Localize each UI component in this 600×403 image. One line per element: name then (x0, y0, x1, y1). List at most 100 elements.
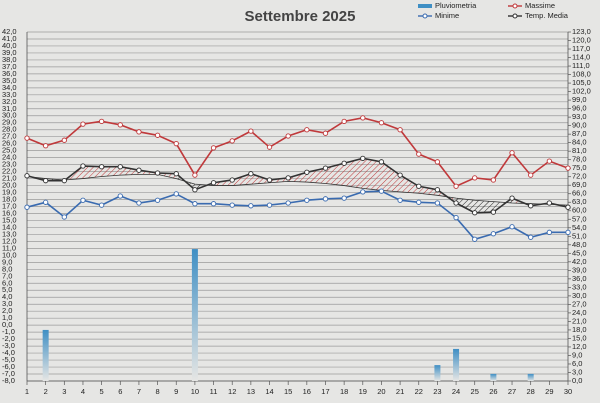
y-tick-label: -8,0 (2, 376, 15, 385)
x-tick-label: 27 (508, 387, 516, 396)
legend-label: Temp. Media (525, 11, 569, 20)
point (43, 199, 49, 205)
point (360, 155, 366, 161)
point (154, 197, 161, 203)
y-tick-label: 8,0 (2, 264, 12, 273)
y2-tick-label: 102,0 (572, 87, 591, 96)
point (490, 177, 497, 183)
y2-tick-label: 108,0 (572, 70, 591, 79)
y2-tick-label: 3,0 (572, 367, 582, 376)
point (434, 200, 441, 206)
point (154, 132, 161, 138)
x-tick-label: 9 (174, 387, 178, 396)
y-tick-label: 14,0 (2, 222, 17, 231)
y2-tick-label: 105,0 (572, 78, 591, 87)
y2-tick-label: 99,0 (572, 95, 587, 104)
point (210, 180, 217, 186)
anomaly-area (82, 166, 102, 179)
point (453, 215, 459, 221)
anomaly-area (325, 163, 345, 186)
point (304, 169, 310, 175)
legend-marker (512, 13, 518, 19)
y-tick-label: 9,0 (2, 257, 12, 266)
point (472, 210, 478, 216)
legend-label: Massime (525, 1, 555, 10)
y-tick-label: 24,0 (2, 153, 17, 162)
x-tick-label: 18 (340, 387, 348, 396)
point (565, 165, 571, 171)
point (154, 170, 161, 176)
y-tick-label: -5,0 (2, 355, 15, 364)
y-tick-label: 21,0 (2, 174, 17, 183)
x-tick-label: 11 (210, 387, 218, 396)
y2-tick-label: 9,0 (572, 350, 582, 359)
x-tick-label: 26 (489, 387, 497, 396)
rain-bar (42, 329, 49, 381)
anomaly-area (344, 158, 363, 189)
y2-tick-label: 69,0 (572, 180, 587, 189)
y2-tick-label: 87,0 (572, 129, 587, 138)
x-tick-label: 30 (564, 387, 572, 396)
y2-tick-label: 54,0 (572, 223, 587, 232)
y2-tick-label: 30,0 (572, 291, 587, 300)
point (416, 183, 422, 189)
x-tick-label: 24 (452, 387, 460, 396)
point (416, 199, 422, 205)
anomaly-area (381, 161, 401, 192)
point (98, 118, 105, 124)
point (248, 203, 254, 209)
x-tick-label: 21 (396, 387, 404, 396)
y2-tick-label: 81,0 (572, 146, 587, 155)
y-tick-label: 15,0 (2, 215, 17, 224)
y-tick-label: 7,0 (2, 271, 12, 280)
legend-swatch (418, 4, 432, 8)
y-tick-label: -3,0 (2, 341, 15, 350)
y2-tick-label: 51,0 (572, 231, 587, 240)
y2-tick-label: 60,0 (572, 206, 587, 215)
series-line (26, 190, 568, 241)
y-tick-label: 18,0 (2, 195, 17, 204)
y-tick-label: 3,0 (2, 299, 12, 308)
point (80, 121, 86, 127)
y-tick-label: 35,0 (2, 76, 17, 85)
y-tick-label: -2,0 (2, 334, 15, 343)
y-tick-label: 42,0 (2, 27, 17, 36)
point (173, 141, 179, 147)
x-tick-label: 23 (433, 387, 441, 396)
y-tick-label: 6,0 (2, 278, 12, 287)
x-tick-label: 13 (247, 387, 255, 396)
point (509, 150, 515, 156)
rain-bar (490, 373, 497, 381)
point (43, 143, 49, 149)
y2-tick-label: 78,0 (572, 155, 587, 164)
y2-tick-label: 66,0 (572, 189, 587, 198)
y2-tick-label: 123,0 (572, 27, 591, 36)
y2-tick-label: 114,0 (572, 53, 590, 62)
point (528, 234, 534, 240)
point (322, 196, 329, 202)
point (136, 167, 142, 173)
y2-tick-label: 111,0 (572, 61, 590, 70)
point (509, 195, 515, 201)
legend-label: Pluviometria (435, 1, 477, 10)
x-tick-label: 12 (228, 387, 236, 396)
point (285, 200, 291, 206)
point (509, 224, 515, 230)
x-tick-label: 15 (284, 387, 292, 396)
point (61, 137, 67, 143)
series-line (26, 157, 569, 214)
y2-tick-label: 75,0 (572, 163, 587, 172)
point (322, 165, 329, 171)
anomaly-area (456, 198, 475, 213)
y-tick-label: 10,0 (2, 250, 17, 259)
point (378, 159, 385, 165)
anomaly-area (474, 200, 494, 213)
point (61, 178, 67, 184)
anomaly-area (250, 173, 270, 185)
y-tick-label: 25,0 (2, 146, 17, 155)
y2-tick-label: 12,0 (572, 342, 587, 351)
x-tick-label: 6 (118, 387, 122, 396)
point (472, 236, 478, 242)
